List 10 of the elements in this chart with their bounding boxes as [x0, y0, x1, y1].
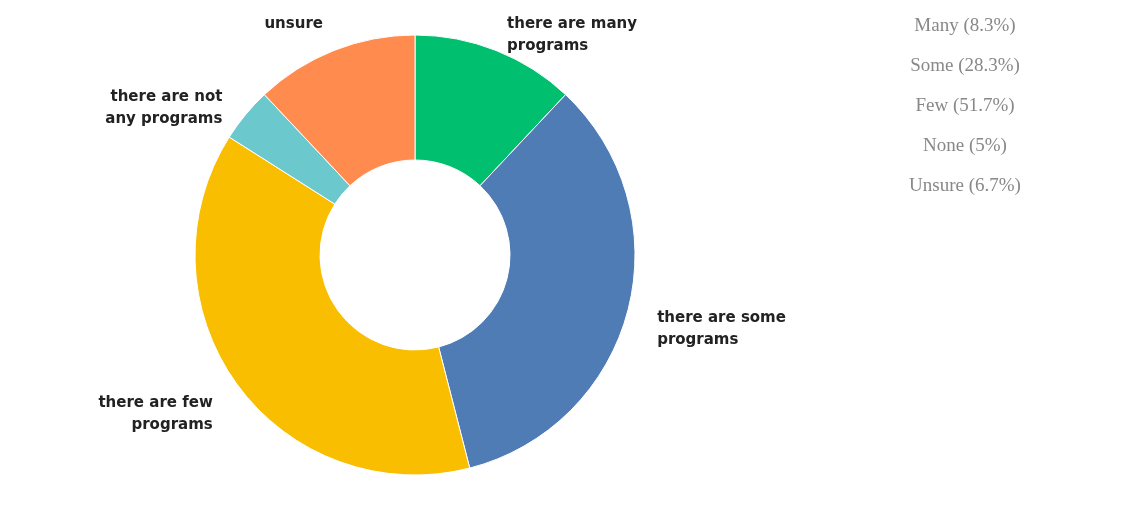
text: Many (8.3%)	[914, 14, 1016, 36]
text: Some (28.3%)	[910, 54, 1020, 76]
text: None (5%)	[923, 134, 1007, 156]
slice-label: there are not any programs	[105, 86, 223, 127]
slice-label: unsure	[264, 13, 323, 32]
slice-label: there are few programs	[98, 392, 213, 433]
text: Unsure (6.7%)	[909, 174, 1021, 196]
text: Few (51.7%)	[915, 94, 1015, 116]
slice-label: there are some programs	[657, 308, 786, 349]
slice-label: there are many programs	[507, 13, 638, 54]
